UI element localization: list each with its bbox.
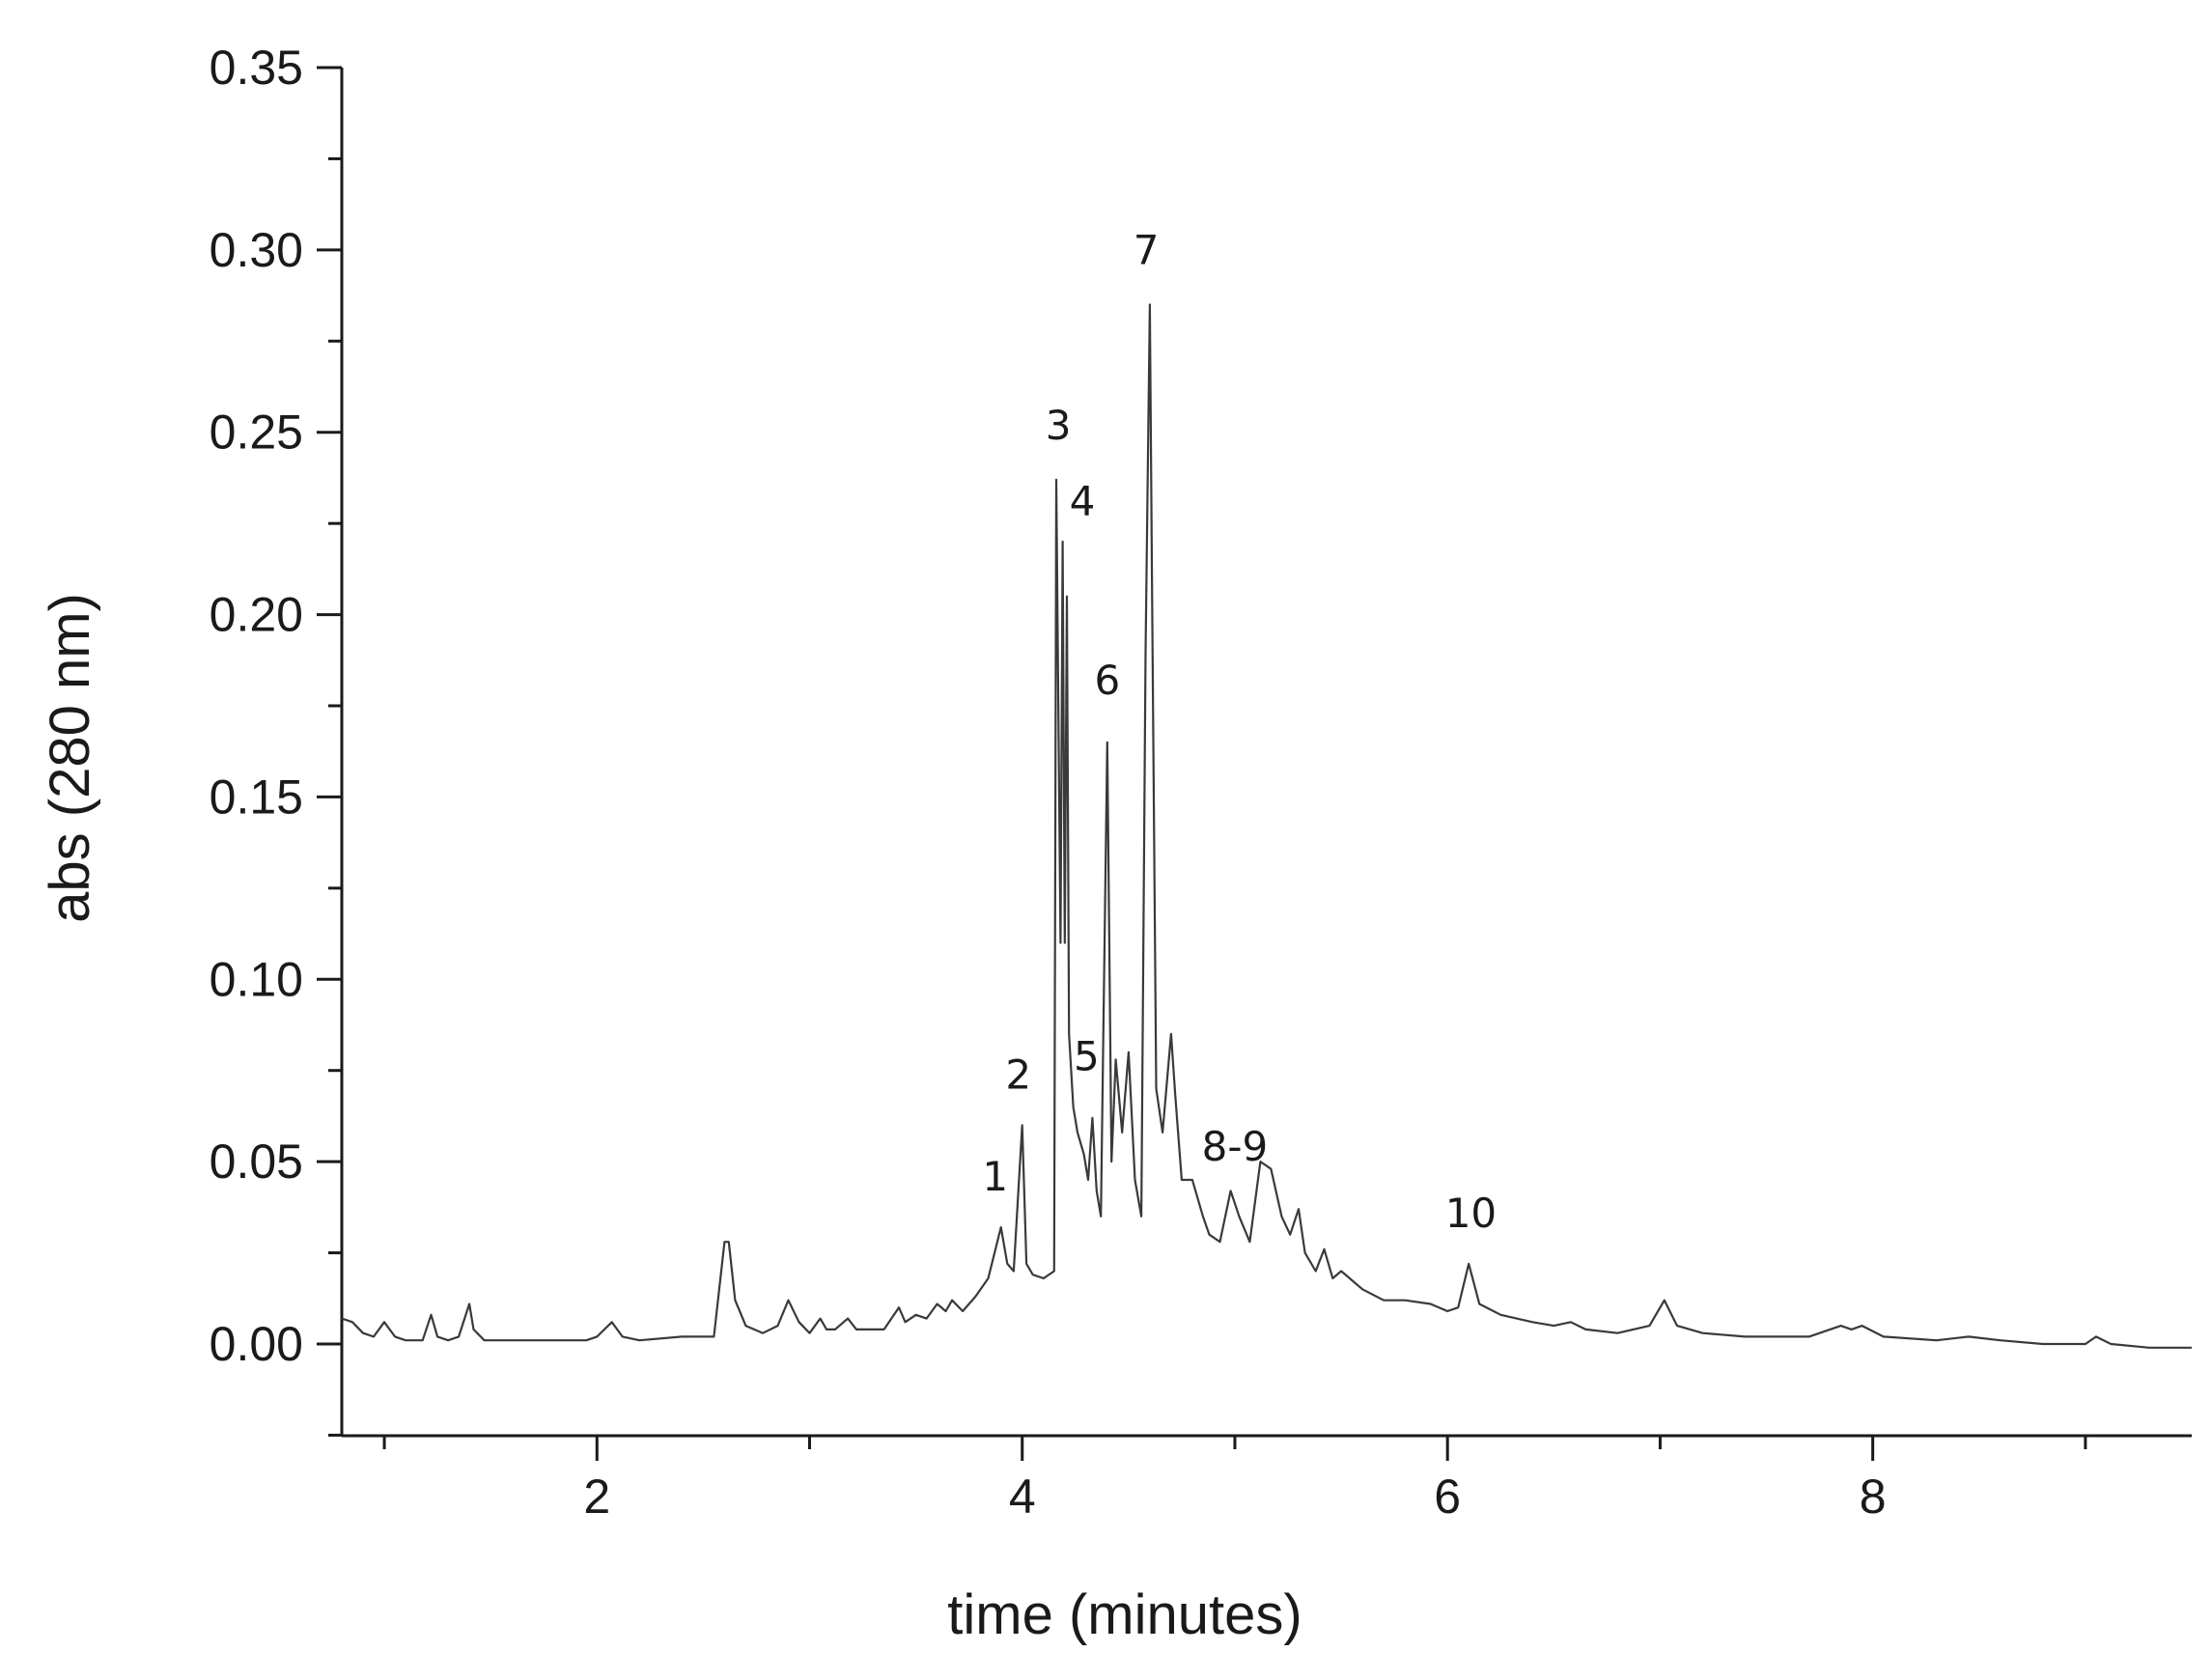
axes [340, 68, 2192, 1438]
series-layer [341, 303, 2192, 1349]
y-axis-title: abs (280 nm) [39, 593, 101, 923]
y-tick-label: 0.30 [210, 223, 303, 277]
peak-label-3: 3 [1046, 402, 1072, 449]
x-axis-title: time (minutes) [947, 1583, 1302, 1646]
y-tick-label: 0.10 [210, 952, 303, 1006]
peak-label-6: 6 [1094, 657, 1120, 704]
x-tick-label: 2 [583, 1470, 610, 1524]
peak-label-1: 1 [982, 1153, 1008, 1200]
y-tick-label: 0.20 [210, 588, 303, 642]
y-tick-label: 0.00 [210, 1317, 303, 1371]
peak-label-4: 4 [1070, 477, 1096, 524]
x-tick-label: 6 [1434, 1470, 1461, 1524]
y-tick-label: 0.35 [210, 41, 303, 95]
ticks: 0.00 0.05 0.10 0.15 0.20 0.25 0.30 0.35 2 4 6 8 [210, 41, 2087, 1524]
peak-label-7: 7 [1134, 227, 1160, 274]
peak-label-2: 2 [1005, 1050, 1031, 1098]
y-tick-label: 0.25 [210, 406, 303, 460]
peak-label-5: 5 [1074, 1032, 1100, 1079]
x-tick-label: 8 [1860, 1470, 1887, 1524]
y-tick-label: 0.15 [210, 770, 303, 824]
x-tick-label: 4 [1009, 1470, 1036, 1524]
series-line-1 [341, 303, 2192, 1349]
peak-label-8-9: 8-9 [1202, 1123, 1269, 1170]
y-tick-label: 0.05 [210, 1134, 303, 1189]
peak-labels: 1 2 3 4 5 6 7 8-9 10 [982, 227, 1497, 1237]
peak-label-10: 10 [1445, 1190, 1497, 1237]
